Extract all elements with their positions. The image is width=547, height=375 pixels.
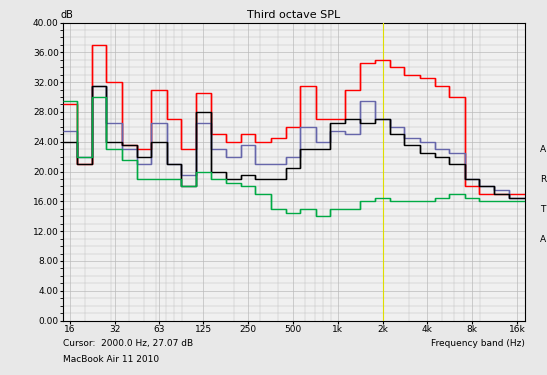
Text: MacBook Air 11 2010: MacBook Air 11 2010 — [63, 356, 159, 364]
Text: Cursor:  2000.0 Hz, 27.07 dB: Cursor: 2000.0 Hz, 27.07 dB — [63, 339, 193, 348]
Text: R: R — [540, 176, 546, 184]
Text: Frequency band (Hz): Frequency band (Hz) — [431, 339, 525, 348]
Text: A: A — [540, 236, 546, 244]
Text: A: A — [540, 146, 546, 154]
Text: dB: dB — [61, 9, 73, 20]
Text: T: T — [540, 206, 546, 214]
Title: Third octave SPL: Third octave SPL — [247, 10, 341, 20]
